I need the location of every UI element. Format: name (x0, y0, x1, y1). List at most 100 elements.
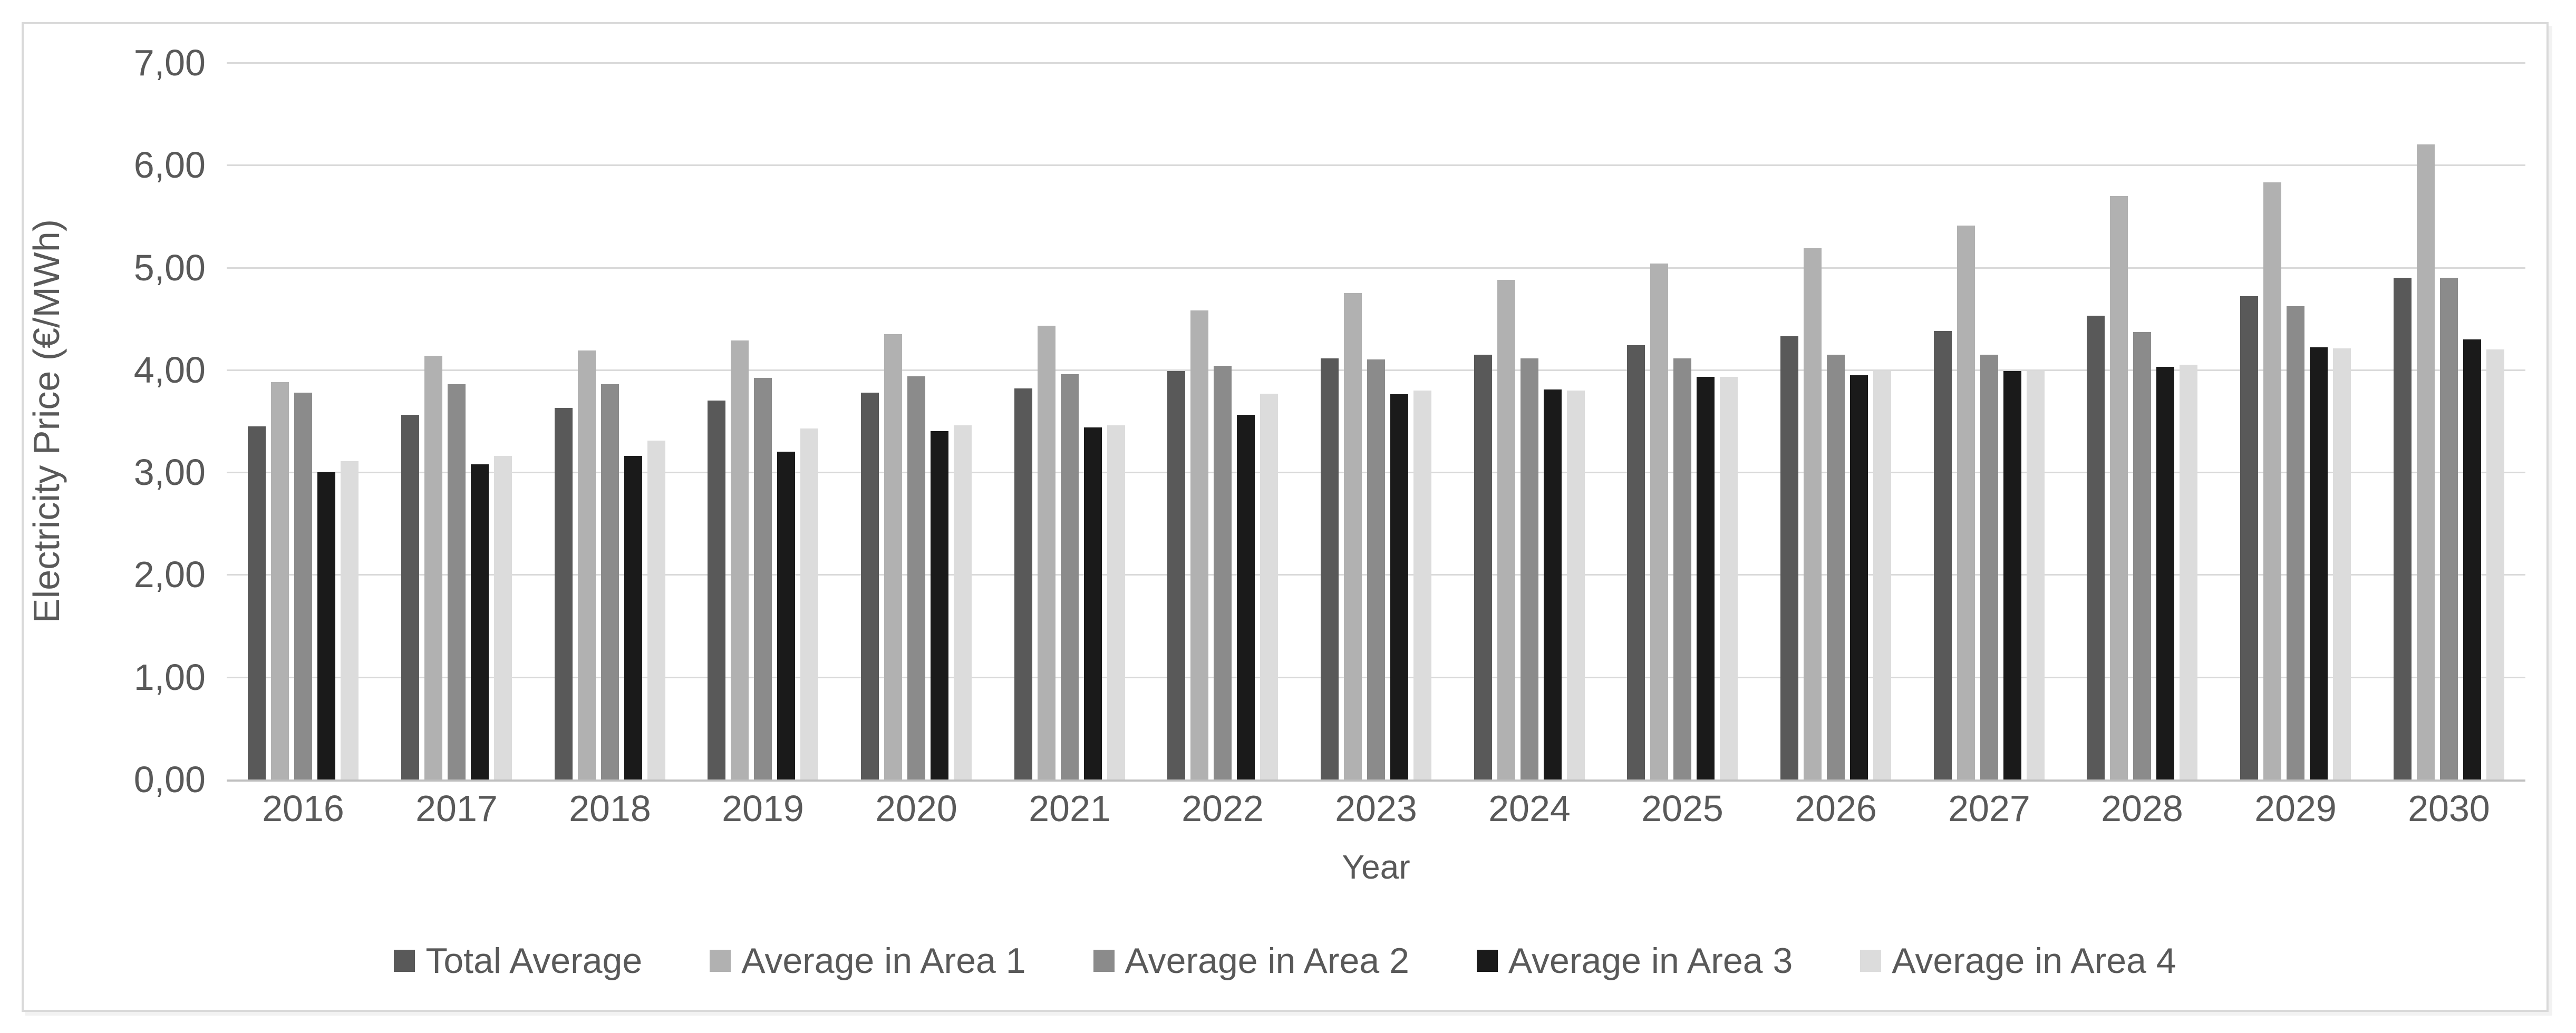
bar-average-in-area-1-2016 (271, 382, 289, 779)
bar-average-in-area-1-2018 (577, 350, 596, 779)
bar-average-in-area-1-2026 (1804, 248, 1822, 779)
bar-average-in-area-4-2017 (494, 456, 512, 779)
legend-swatch-average-in-area-3 (1476, 950, 1498, 972)
legend-item-average-in-area-2: Average in Area 2 (1093, 940, 1409, 981)
y-tick-label-0: 0,00 (133, 759, 206, 800)
bar-total-average-2016 (248, 426, 266, 779)
bar-average-in-area-3-2018 (624, 456, 642, 779)
bar-average-in-area-2-2019 (754, 378, 772, 779)
bar-average-in-area-2-2029 (2287, 306, 2305, 779)
gridline-6 (227, 164, 2525, 167)
bar-group-2027 (1912, 63, 2066, 779)
bar-total-average-2023 (1321, 358, 1339, 779)
bar-average-in-area-2-2026 (1827, 355, 1845, 779)
bar-average-in-area-4-2028 (2180, 365, 2198, 779)
bar-total-average-2028 (2087, 316, 2105, 779)
bar-average-in-area-2-2028 (2133, 332, 2152, 779)
bar-group-2018 (533, 63, 686, 779)
bar-group-2024 (1452, 63, 1606, 779)
x-tick-label-2030: 2030 (2408, 788, 2490, 829)
y-axis-title: Electricity Price (€/MWh) (26, 219, 67, 623)
bar-average-in-area-3-2016 (317, 472, 336, 779)
y-tick-label-2: 2,00 (133, 554, 206, 596)
bar-average-in-area-1-2027 (1957, 226, 1975, 779)
y-tick-label-6: 6,00 (133, 144, 206, 186)
bar-average-in-area-1-2020 (884, 334, 903, 779)
bar-group-2019 (686, 63, 840, 779)
bar-total-average-2022 (1167, 371, 1186, 779)
bar-average-in-area-4-2021 (1107, 425, 1125, 779)
legend-item-total-average: Total Average (394, 940, 642, 981)
legend-item-average-in-area-4: Average in Area 4 (1860, 940, 2176, 981)
bar-group-2017 (380, 63, 534, 779)
bar-group-2020 (840, 63, 993, 779)
bar-total-average-2024 (1474, 355, 1492, 779)
bar-average-in-area-3-2022 (1237, 415, 1255, 779)
bar-average-in-area-4-2023 (1413, 391, 1432, 779)
bar-average-in-area-2-2017 (448, 384, 466, 779)
bar-average-in-area-1-2023 (1344, 293, 1362, 779)
x-tick-label-2019: 2019 (722, 788, 804, 829)
x-tick-label-2029: 2029 (2254, 788, 2337, 829)
x-tick-label-2020: 2020 (875, 788, 957, 829)
legend: Total Average Average in Area 1 Average in… (22, 940, 2549, 981)
x-tick-label-2023: 2023 (1335, 788, 1417, 829)
bar-average-in-area-2-2022 (1214, 366, 1232, 779)
bar-average-in-area-4-2016 (341, 461, 359, 779)
legend-swatch-average-in-area-1 (710, 950, 731, 972)
bar-average-in-area-1-2024 (1497, 280, 1515, 779)
bar-average-in-area-1-2030 (2416, 144, 2435, 779)
bar-average-in-area-2-2021 (1060, 374, 1079, 779)
bar-average-in-area-4-2019 (800, 428, 819, 779)
bar-average-in-area-4-2026 (1873, 371, 1892, 779)
bar-average-in-area-3-2023 (1390, 394, 1409, 779)
bar-total-average-2025 (1627, 345, 1645, 779)
x-axis-title: Year (1342, 848, 1410, 886)
x-tick-label-2016: 2016 (262, 788, 344, 829)
bar-average-in-area-4-2024 (1566, 391, 1585, 779)
y-tick-label-5: 5,00 (133, 247, 206, 288)
x-tick-label-2024: 2024 (1488, 788, 1571, 829)
plot-area (227, 62, 2525, 782)
bar-average-in-area-3-2027 (2003, 371, 2021, 779)
bar-average-in-area-1-2019 (731, 340, 749, 779)
bar-total-average-2018 (554, 408, 573, 779)
bar-average-in-area-4-2030 (2486, 349, 2504, 779)
legend-item-average-in-area-3: Average in Area 3 (1476, 940, 1793, 981)
x-tick-label-2026: 2026 (1795, 788, 1877, 829)
bar-average-in-area-1-2021 (1037, 326, 1055, 779)
legend-item-average-in-area-1: Average in Area 1 (710, 940, 1026, 981)
bar-average-in-area-3-2028 (2156, 367, 2175, 779)
bar-average-in-area-2-2023 (1367, 359, 1386, 779)
gridline-7 (227, 62, 2525, 64)
bar-average-in-area-3-2024 (1543, 389, 1562, 779)
bar-average-in-area-3-2029 (2310, 347, 2328, 779)
legend-label-average-in-area-1: Average in Area 1 (741, 941, 1026, 981)
bar-group-2025 (1606, 63, 1759, 779)
legend-label-average-in-area-3: Average in Area 3 (1508, 941, 1793, 981)
bar-group-2030 (2372, 63, 2525, 779)
bar-average-in-area-3-2019 (777, 452, 796, 779)
bar-groups (227, 63, 2525, 779)
bar-group-2016 (227, 63, 380, 779)
bar-average-in-area-2-2027 (1980, 355, 1998, 779)
bar-average-in-area-3-2025 (1697, 377, 1715, 779)
bar-average-in-area-2-2024 (1520, 358, 1538, 779)
bar-average-in-area-4-2027 (2026, 371, 2045, 779)
x-tick-label-2025: 2025 (1641, 788, 1723, 829)
bar-average-in-area-2-2025 (1673, 358, 1692, 779)
bar-average-in-area-3-2020 (931, 431, 949, 779)
bar-total-average-2030 (2393, 278, 2412, 779)
x-tick-label-2021: 2021 (1029, 788, 1111, 829)
bar-average-in-area-3-2026 (1850, 375, 1868, 779)
bar-average-in-area-2-2018 (601, 384, 619, 779)
legend-label-average-in-area-2: Average in Area 2 (1125, 941, 1409, 981)
bar-average-in-area-1-2028 (2110, 196, 2128, 779)
legend-label-average-in-area-4: Average in Area 4 (1892, 941, 2176, 981)
bar-total-average-2021 (1014, 388, 1032, 779)
x-tick-label-2018: 2018 (569, 788, 651, 829)
y-tick-label-7: 7,00 (133, 42, 206, 83)
bar-group-2026 (1759, 63, 1913, 779)
legend-swatch-average-in-area-4 (1860, 950, 1882, 972)
